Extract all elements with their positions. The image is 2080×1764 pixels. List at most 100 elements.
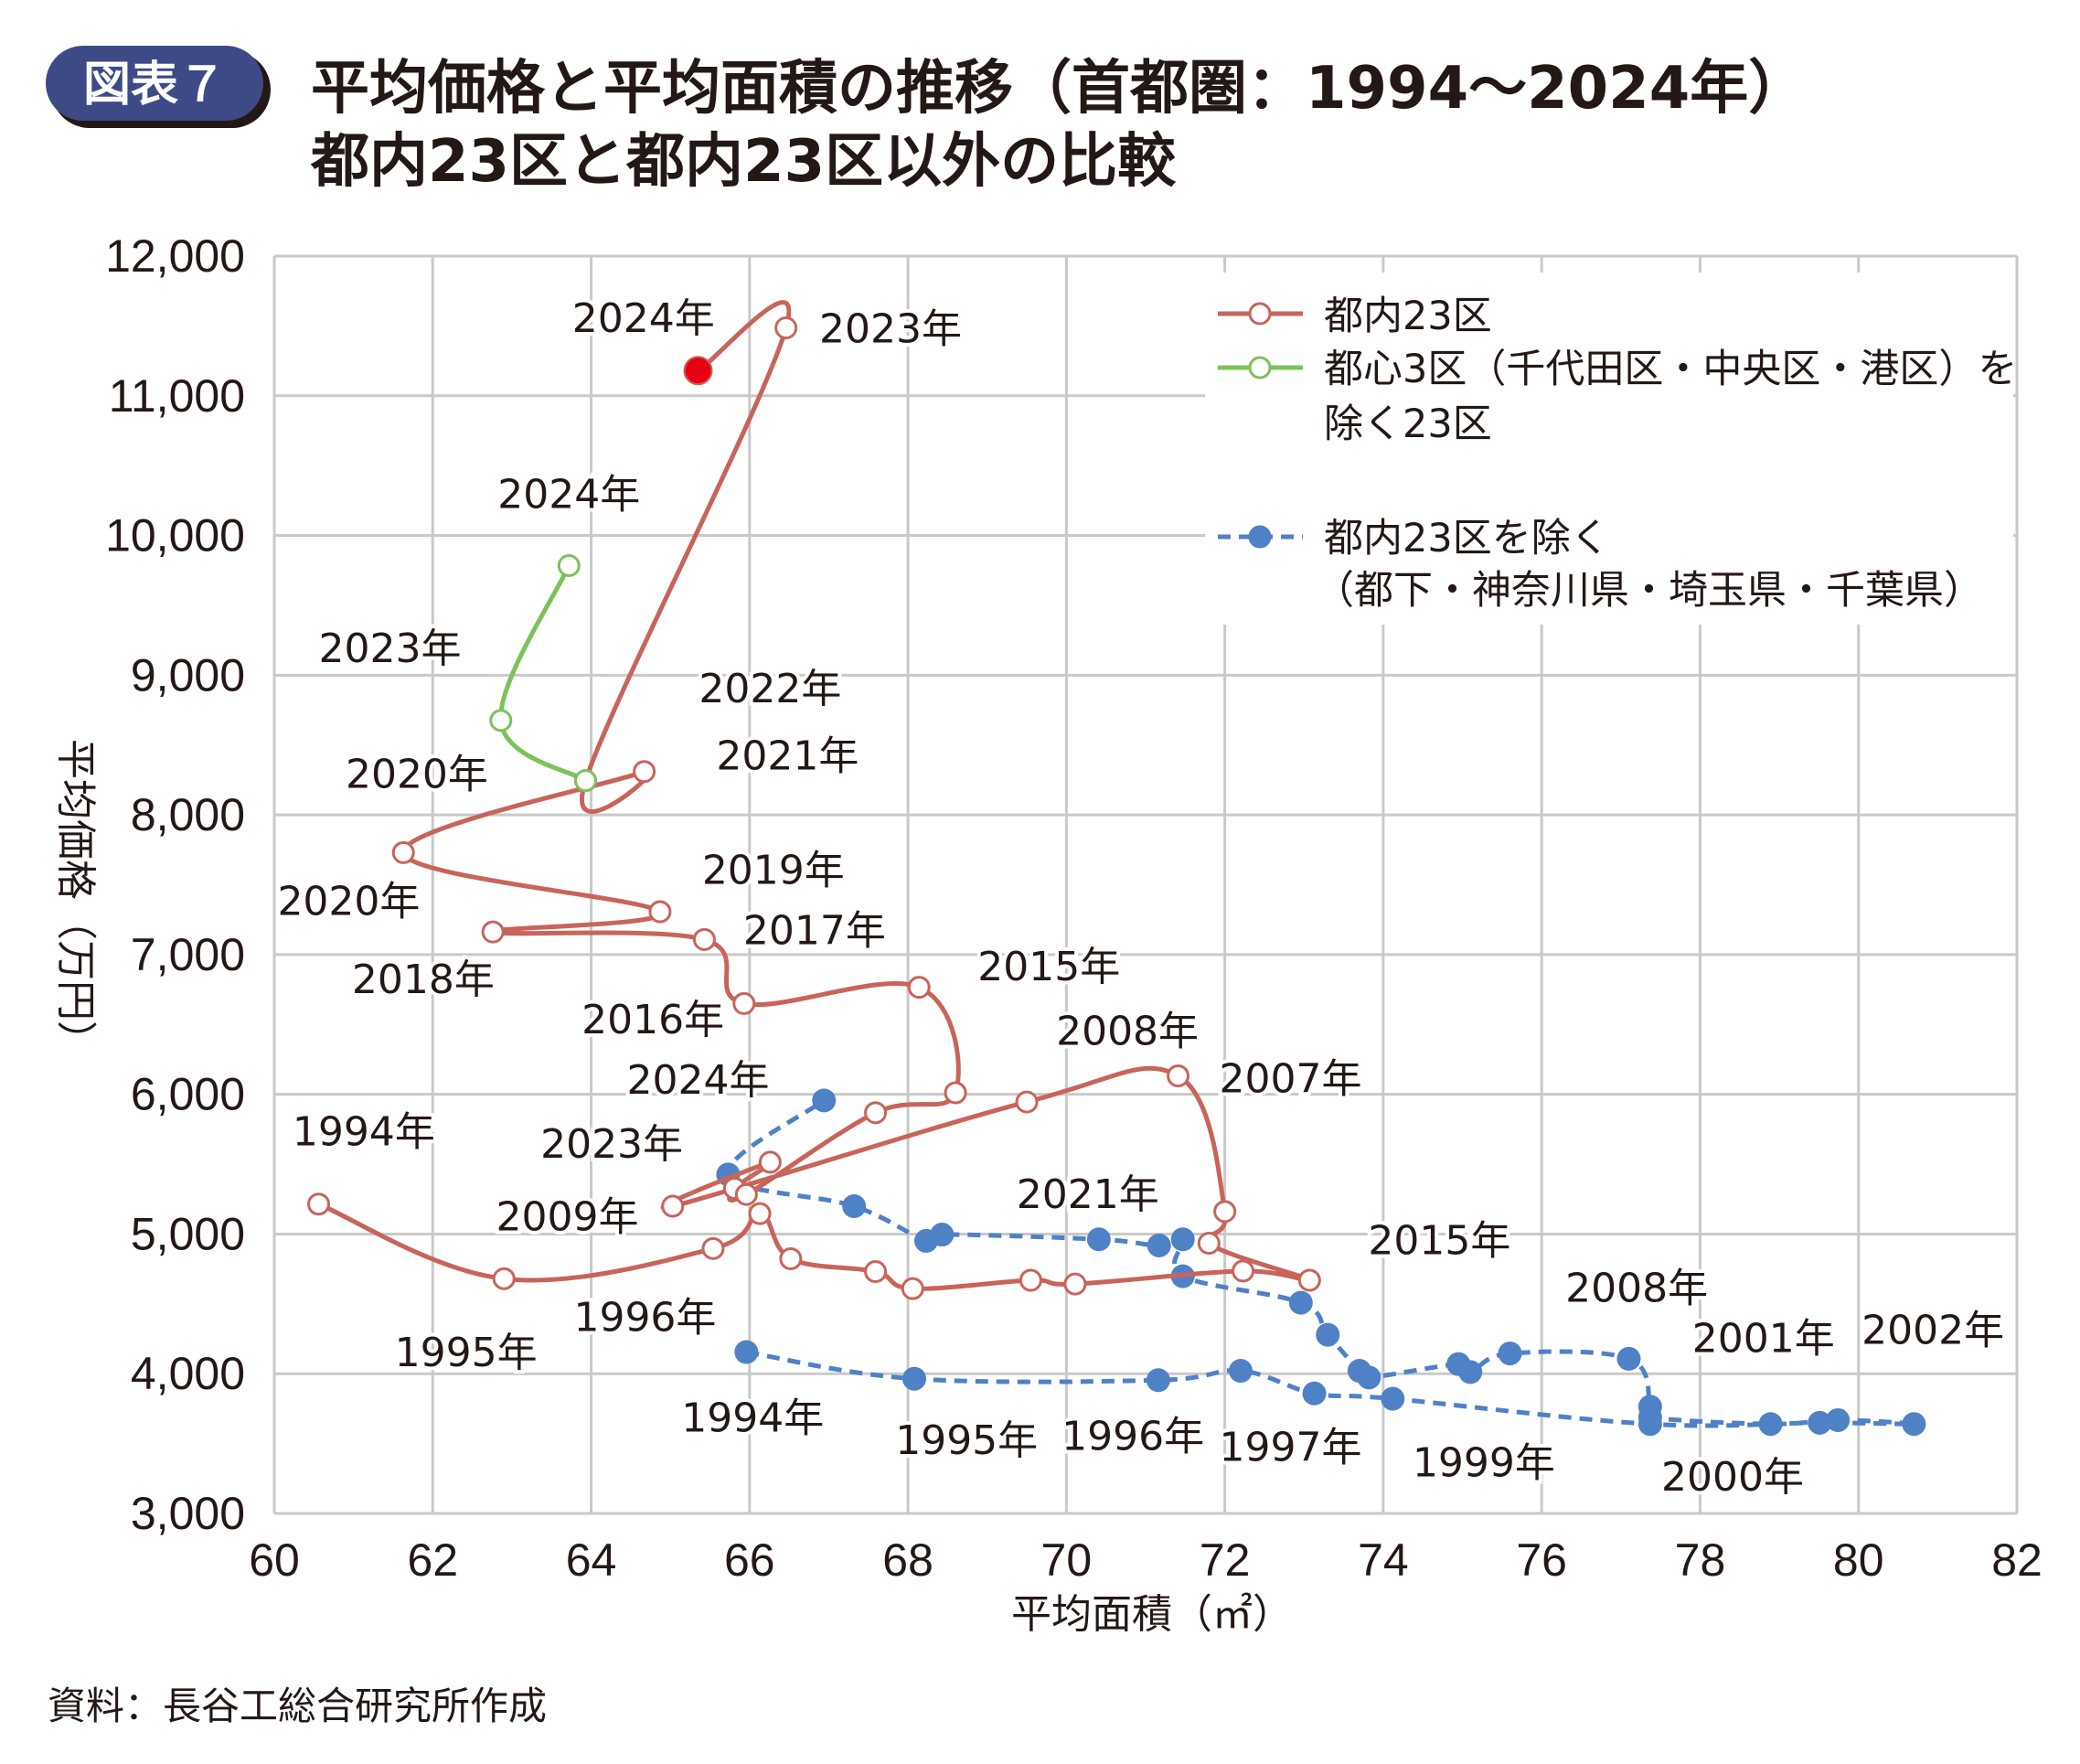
year-label: 1996年 bbox=[1061, 1413, 1204, 1459]
y-tick-label: 5,000 bbox=[131, 1208, 245, 1259]
data-point bbox=[492, 1267, 516, 1290]
year-label: 2020年 bbox=[346, 751, 488, 797]
year-label: 1994年 bbox=[681, 1395, 824, 1442]
year-label: 2024年 bbox=[572, 295, 715, 342]
data-point bbox=[902, 1366, 927, 1391]
data-point bbox=[1446, 1352, 1471, 1376]
data-point bbox=[774, 316, 798, 340]
y-axis-ticks: 3,000 4,000 5,000 6,000 7,000 8,000 9,000 10,00… bbox=[105, 230, 245, 1539]
year-label: 2018年 bbox=[352, 957, 495, 1003]
data-point bbox=[481, 920, 505, 944]
y-axis-label: 平均価格（万円） bbox=[52, 739, 99, 1061]
data-point bbox=[648, 900, 672, 924]
data-point bbox=[734, 1340, 759, 1364]
x-tick-label: 66 bbox=[724, 1534, 775, 1586]
year-label: 2020年 bbox=[277, 878, 420, 925]
data-point bbox=[1170, 1227, 1195, 1252]
legend-label-excl-central3-line1: 都心3区（千代田区・中央区・港区）を bbox=[1324, 347, 2017, 392]
y-tick-label: 6,000 bbox=[131, 1069, 245, 1120]
data-point bbox=[1616, 1346, 1641, 1371]
data-point bbox=[734, 1182, 758, 1206]
y-tick-label: 11,000 bbox=[109, 370, 245, 422]
x-axis-label: 平均面積（㎡） bbox=[1011, 1591, 1293, 1638]
data-point bbox=[864, 1260, 888, 1284]
year-label: 2002年 bbox=[1861, 1307, 2004, 1353]
legend-item-excl-central3: 都心3区（千代田区・中央区・港区）を 除く23区 bbox=[1218, 347, 2017, 447]
data-point bbox=[1213, 1200, 1237, 1224]
data-point bbox=[1902, 1412, 1926, 1437]
figure-badge-label: 図表７ bbox=[83, 58, 226, 112]
data-point bbox=[1808, 1410, 1832, 1435]
data-point bbox=[1302, 1381, 1327, 1406]
series-line bbox=[498, 564, 587, 783]
chart-title-line2: 都内23区と都内23区以外の比較 bbox=[310, 128, 1177, 196]
legend-item-23ku: 都内23区 bbox=[1218, 294, 1492, 339]
data-point bbox=[1147, 1233, 1171, 1257]
data-point bbox=[1063, 1272, 1087, 1296]
x-tick-label: 64 bbox=[566, 1534, 617, 1586]
year-label: 2015年 bbox=[977, 944, 1120, 990]
x-tick-label: 60 bbox=[249, 1534, 300, 1586]
data-point bbox=[1758, 1412, 1783, 1437]
year-label: 2023年 bbox=[318, 625, 461, 672]
data-point bbox=[779, 1246, 803, 1270]
data-point bbox=[557, 554, 581, 578]
data-point bbox=[914, 1228, 939, 1253]
year-label: 1996年 bbox=[573, 1295, 716, 1342]
data-point bbox=[573, 769, 597, 793]
data-point bbox=[901, 1277, 924, 1300]
data-point bbox=[1232, 1259, 1255, 1283]
x-tick-label: 76 bbox=[1516, 1534, 1567, 1586]
year-label: 2015年 bbox=[1368, 1218, 1510, 1265]
data-point bbox=[1288, 1290, 1313, 1315]
data-point-latest bbox=[683, 356, 713, 386]
data-point bbox=[1297, 1268, 1321, 1292]
legend: 都内23区 都心3区（千代田区・中央区・港区）を 除く23区 都内23区を除く … bbox=[1205, 273, 2017, 625]
data-point bbox=[1167, 1064, 1190, 1087]
year-label: 2001年 bbox=[1692, 1316, 1835, 1363]
data-point bbox=[1086, 1227, 1111, 1252]
year-label: 2021年 bbox=[716, 732, 859, 779]
x-tick-label: 80 bbox=[1833, 1534, 1884, 1586]
data-point bbox=[1015, 1090, 1039, 1114]
legend-item-outside-23ku: 都内23区を除く （都下・神奈川県・埼玉県・千葉県） bbox=[1218, 516, 1983, 614]
legend-label-excl-central3-line2: 除く23区 bbox=[1324, 401, 1492, 447]
x-tick-label: 62 bbox=[407, 1534, 458, 1586]
data-point bbox=[864, 1101, 888, 1125]
data-point bbox=[1347, 1359, 1371, 1384]
annotations: 2024年 2023年 2024年 2023年 2022年 2021年 2020年 2019年… bbox=[273, 292, 2008, 1504]
series-line bbox=[725, 1098, 1916, 1428]
data-point bbox=[1498, 1342, 1522, 1366]
year-label: 2023年 bbox=[540, 1121, 683, 1168]
x-tick-label: 68 bbox=[882, 1534, 933, 1586]
year-label: 2021年 bbox=[1017, 1171, 1159, 1218]
year-label: 2019年 bbox=[702, 848, 845, 894]
data-point bbox=[692, 927, 716, 951]
data-point bbox=[842, 1194, 867, 1219]
data-point bbox=[1381, 1386, 1405, 1411]
y-tick-label: 4,000 bbox=[131, 1348, 245, 1399]
data-point bbox=[732, 991, 756, 1015]
year-label: 2017年 bbox=[743, 907, 886, 954]
data-point bbox=[633, 760, 656, 784]
x-axis-ticks: 60 62 64 66 68 70 72 74 76 78 80 82 bbox=[249, 1534, 2043, 1586]
year-label: 2009年 bbox=[496, 1194, 639, 1241]
series-0 bbox=[307, 300, 1321, 1300]
legend-label-outside-23ku-line1: 都内23区を除く bbox=[1324, 516, 1610, 561]
chart-title-line1: 平均価格と平均面積の推移（首都圏：1994〜2024年） bbox=[311, 55, 1807, 123]
year-label: 1997年 bbox=[1220, 1425, 1362, 1471]
x-tick-label: 74 bbox=[1358, 1534, 1409, 1586]
year-label: 2016年 bbox=[581, 997, 724, 1043]
data-point bbox=[661, 1194, 685, 1218]
data-point bbox=[1228, 1359, 1253, 1384]
x-tick-label: 82 bbox=[1991, 1534, 2043, 1586]
data-point bbox=[391, 840, 415, 864]
data-point bbox=[907, 976, 931, 1000]
data-point bbox=[307, 1192, 331, 1216]
y-tick-label: 9,000 bbox=[131, 649, 245, 700]
data-point bbox=[748, 1202, 772, 1225]
series-layer bbox=[307, 300, 1926, 1437]
y-tick-label: 12,000 bbox=[105, 230, 245, 282]
data-point bbox=[1019, 1268, 1042, 1292]
